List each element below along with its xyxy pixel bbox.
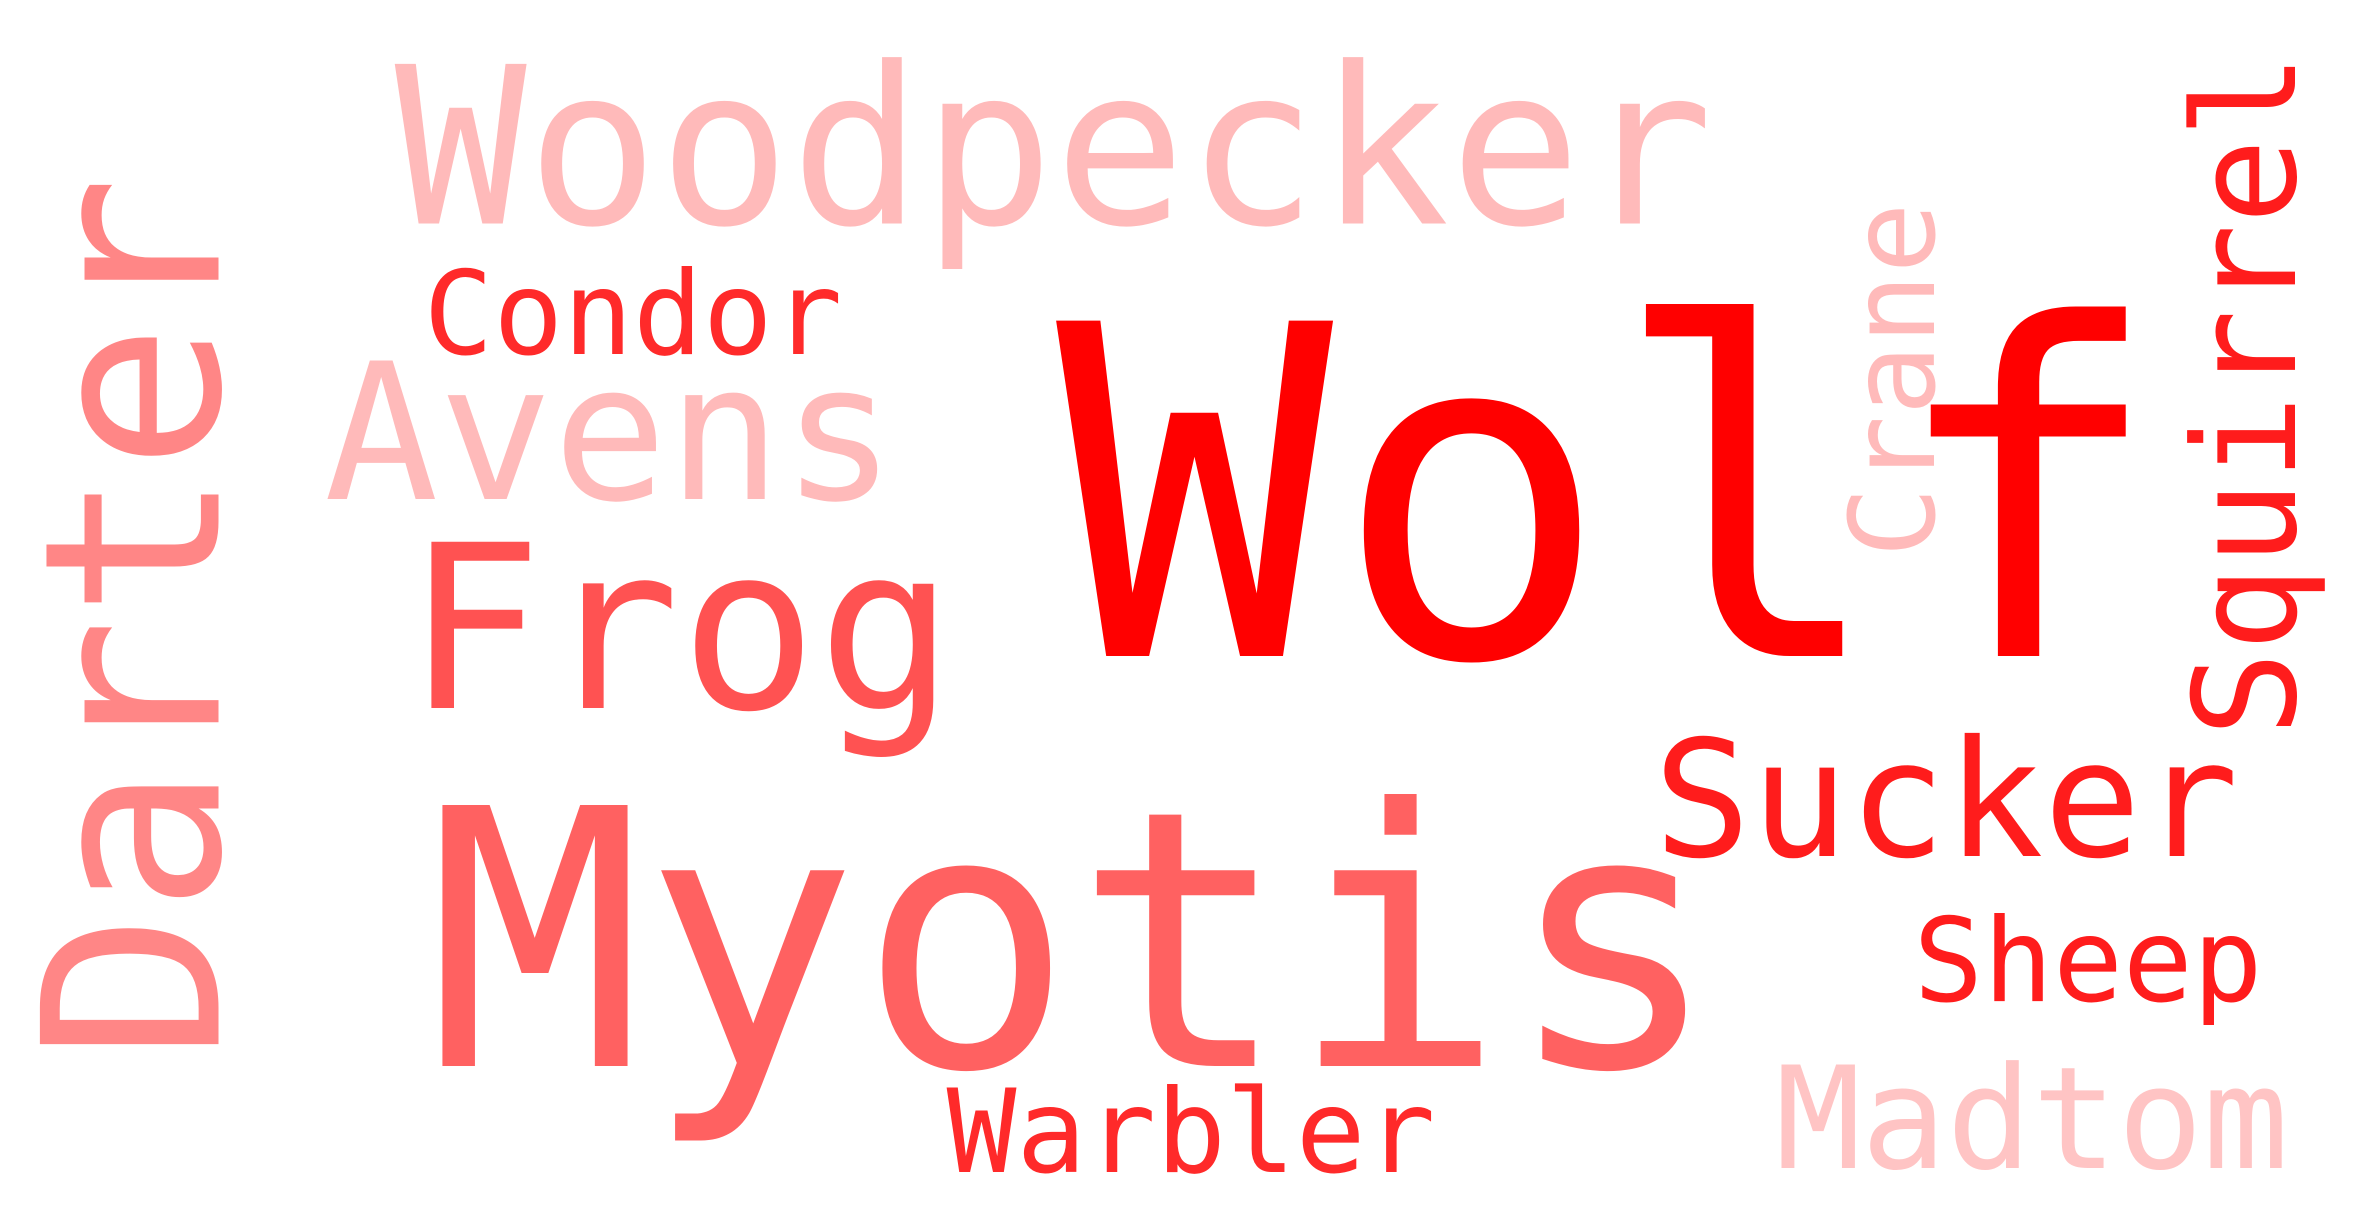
word-wolf: Wolf [1056,230,2164,765]
word-madtom: Madtom [1775,1037,2289,1202]
word-sheep: Sheep [1913,894,2263,1029]
word-condor: Condor [423,247,843,382]
word-avens: Avens [324,323,896,544]
word-squirrel: Squirrel [2164,53,2329,737]
word-woodpecker: Woodpecker [394,20,1714,276]
word-crane: Crane [1824,202,1962,558]
word-warbler: Warbler [946,1065,1436,1200]
word-myotis: Myotis [427,735,1721,1151]
word-sucker: Sucker [1653,707,2239,895]
word-darter: Darter [0,175,277,1061]
word-frog: Frog [405,496,955,762]
